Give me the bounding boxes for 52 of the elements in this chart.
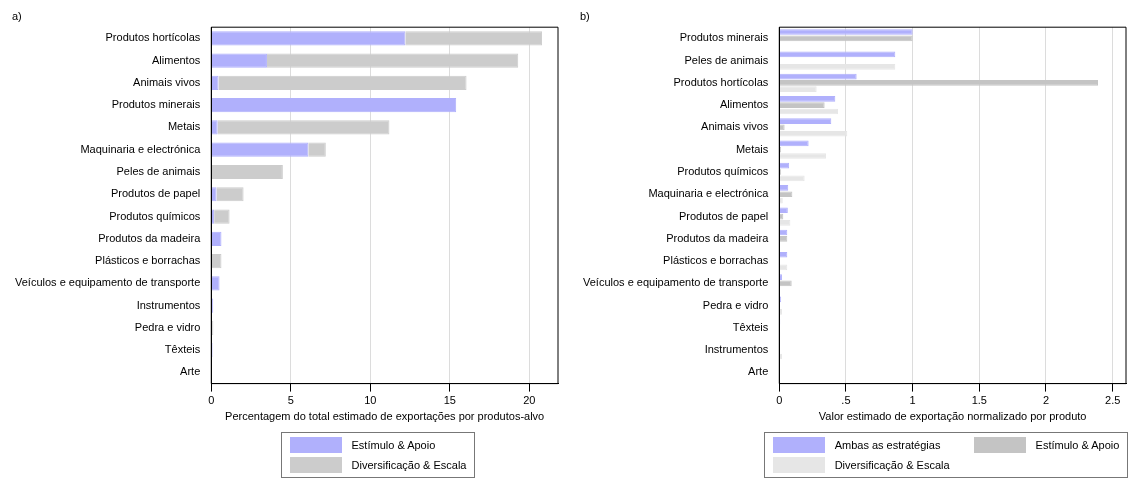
- y-tick-label: Instrumentos: [136, 298, 201, 311]
- x-axis-title: Percentagem do total estimado de exportações por produtos-alvo: [225, 410, 545, 423]
- x-tick-label: 0: [208, 394, 215, 407]
- y-tick-label: Têxteis: [732, 320, 769, 333]
- legend-label: Diversificação & Escala: [351, 459, 467, 471]
- y-tick-label: Peles de animais: [684, 53, 769, 66]
- y-tick-label: Peles de animais: [116, 165, 201, 178]
- x-tick-label: 10: [364, 394, 377, 407]
- legend-label: Estímulo & Apoio: [351, 439, 436, 451]
- y-tick-label: Produtos químicos: [677, 165, 769, 178]
- y-tick-label: Produtos minerais: [111, 98, 201, 111]
- y-tick-label: Arte: [180, 365, 201, 378]
- y-tick-label: Maquinaria e electrónica: [80, 142, 202, 155]
- y-tick-label: Veículos e equipamento de transporte: [15, 276, 201, 289]
- y-tick-label: Produtos hortícolas: [105, 31, 201, 44]
- y-tick-label: Produtos da madeira: [98, 231, 202, 244]
- y-tick-label: Animais vivos: [133, 75, 201, 88]
- x-tick-label: 2.5: [1105, 394, 1121, 407]
- y-tick-label: Metais: [735, 142, 769, 155]
- x-tick-label: 2: [1042, 394, 1050, 407]
- text: b): [580, 9, 590, 22]
- x-tick-label: 1: [909, 394, 916, 407]
- y-tick-label: Alimentos: [152, 53, 201, 66]
- y-tick-label: Plásticos e borrachas: [663, 254, 769, 267]
- y-tick-label: Instrumentos: [704, 343, 769, 356]
- y-tick-label: Maquinaria e electrónica: [648, 187, 770, 200]
- y-tick-label: Produtos da madeira: [666, 231, 770, 244]
- x-tick-label: 15: [443, 394, 456, 407]
- x-axis-title: Valor estimado de exportação normalizado por produto: [818, 410, 1087, 423]
- legend-label: Estímulo & Apoio: [1035, 439, 1120, 451]
- y-tick-label: Metais: [167, 120, 201, 133]
- y-tick-label: Têxteis: [164, 343, 201, 356]
- x-tick-label: 0: [776, 394, 783, 407]
- x-tick-label: 5: [287, 394, 294, 407]
- x-tick-label: 1.5: [971, 394, 987, 407]
- y-tick-label: Alimentos: [720, 98, 769, 111]
- legend-label: Diversificação & Escala: [834, 459, 950, 471]
- y-tick-label: Produtos minerais: [679, 31, 769, 44]
- y-tick-label: Produtos de papel: [679, 209, 769, 222]
- y-tick-label: Produtos de papel: [111, 187, 201, 200]
- x-tick-label: .5: [841, 394, 851, 407]
- y-tick-label: Produtos hortícolas: [673, 75, 769, 88]
- text: a): [12, 9, 22, 22]
- y-tick-label: Plásticos e borrachas: [95, 254, 201, 267]
- y-tick-label: Produtos químicos: [109, 209, 201, 222]
- legend-label: Ambas as estratégias: [834, 439, 941, 451]
- y-tick-label: Pedra e vidro: [702, 298, 769, 311]
- y-tick-label: Veículos e equipamento de transporte: [583, 276, 769, 289]
- y-tick-label: Arte: [748, 365, 769, 378]
- y-tick-label: Animais vivos: [701, 120, 769, 133]
- y-tick-label: Pedra e vidro: [134, 320, 201, 333]
- x-tick-label: 20: [523, 394, 536, 407]
